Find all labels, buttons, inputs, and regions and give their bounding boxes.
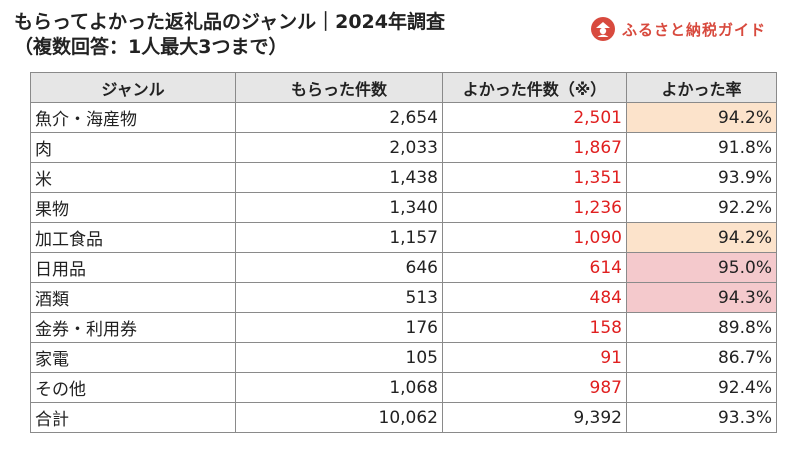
cell-received: 1,340 [235,192,443,223]
table-row: 魚介・海産物 2,654 2,501 94.2% [30,102,777,133]
table-row: 酒類 513 484 94.3% [30,282,777,313]
genre-table: ジャンル もらった件数 よかった件数（※） よかった率 魚介・海産物 2,654 2… [30,72,777,433]
cell-received: 105 [235,342,443,373]
cell-received: 646 [235,252,443,283]
cell-received: 1,068 [235,372,443,403]
table-row: 家電 105 91 86.7% [30,342,777,373]
cell-rate: 92.2% [626,192,777,223]
cell-received: 176 [235,312,443,343]
cell-genre: 金券・利用券 [30,312,236,343]
cell-genre: その他 [30,372,236,403]
cell-rate: 92.4% [626,372,777,403]
table-row: 日用品 646 614 95.0% [30,252,777,283]
cell-good: 91 [442,342,627,373]
cell-rate: 95.0% [626,252,777,283]
header-genre: ジャンル [30,72,236,103]
title-line-1: もらってよかった返礼品のジャンル｜2024年調査 [14,11,445,33]
table-body: 魚介・海産物 2,654 2,501 94.2% 肉 2,033 1,867 91.8% 米 1,… [30,102,777,433]
brand: ふるさと納税ガイド [590,14,766,44]
table-row: 米 1,438 1,351 93.9% [30,162,777,193]
cell-good: 1,236 [442,192,627,223]
cell-genre: 米 [30,162,236,193]
table-row: その他 1,068 987 92.4% [30,372,777,403]
cell-received: 1,157 [235,222,443,253]
cell-received: 10,062 [235,402,443,433]
cell-genre: 酒類 [30,282,236,313]
cell-rate: 93.9% [626,162,777,193]
table-row: 肉 2,033 1,867 91.8% [30,132,777,163]
cell-rate: 94.3% [626,282,777,313]
header-good: よかった件数（※） [442,72,627,103]
cell-genre: 家電 [30,342,236,373]
table-row: 果物 1,340 1,236 92.2% [30,192,777,223]
cell-genre: 日用品 [30,252,236,283]
cell-received: 513 [235,282,443,313]
cell-good: 1,351 [442,162,627,193]
header-received: もらった件数 [235,72,443,103]
cell-good: 1,867 [442,132,627,163]
cell-received: 2,033 [235,132,443,163]
cell-genre: 合計 [30,402,236,433]
cell-good: 987 [442,372,627,403]
cell-rate: 89.8% [626,312,777,343]
table-header-row: ジャンル もらった件数 よかった件数（※） よかった率 [30,72,777,103]
cell-rate: 91.8% [626,132,777,163]
cell-rate: 86.7% [626,342,777,373]
cell-good: 158 [442,312,627,343]
cell-rate: 93.3% [626,402,777,433]
cell-received: 2,654 [235,102,443,133]
cell-good: 2,501 [442,102,627,133]
table-row: 金券・利用券 176 158 89.8% [30,312,777,343]
header-rate: よかった率 [626,72,777,103]
cell-good: 1,090 [442,222,627,253]
cell-good: 484 [442,282,627,313]
cell-good: 614 [442,252,627,283]
page-title: もらってよかった返礼品のジャンル｜2024年調査 （複数回答：1人最大3つまで） [14,10,574,60]
table-row: 加工食品 1,157 1,090 94.2% [30,222,777,253]
cell-genre: 果物 [30,192,236,223]
cell-rate: 94.2% [626,222,777,253]
cell-genre: 加工食品 [30,222,236,253]
table-total-row: 合計 10,062 9,392 93.3% [30,402,777,433]
furusato-logo-icon [591,17,615,41]
cell-good: 9,392 [442,402,627,433]
cell-genre: 肉 [30,132,236,163]
cell-received: 1,438 [235,162,443,193]
title-line-2: （複数回答：1人最大3つまで） [14,36,288,58]
cell-rate: 94.2% [626,102,777,133]
cell-genre: 魚介・海産物 [30,102,236,133]
brand-name: ふるさと納税ガイド [622,20,767,39]
